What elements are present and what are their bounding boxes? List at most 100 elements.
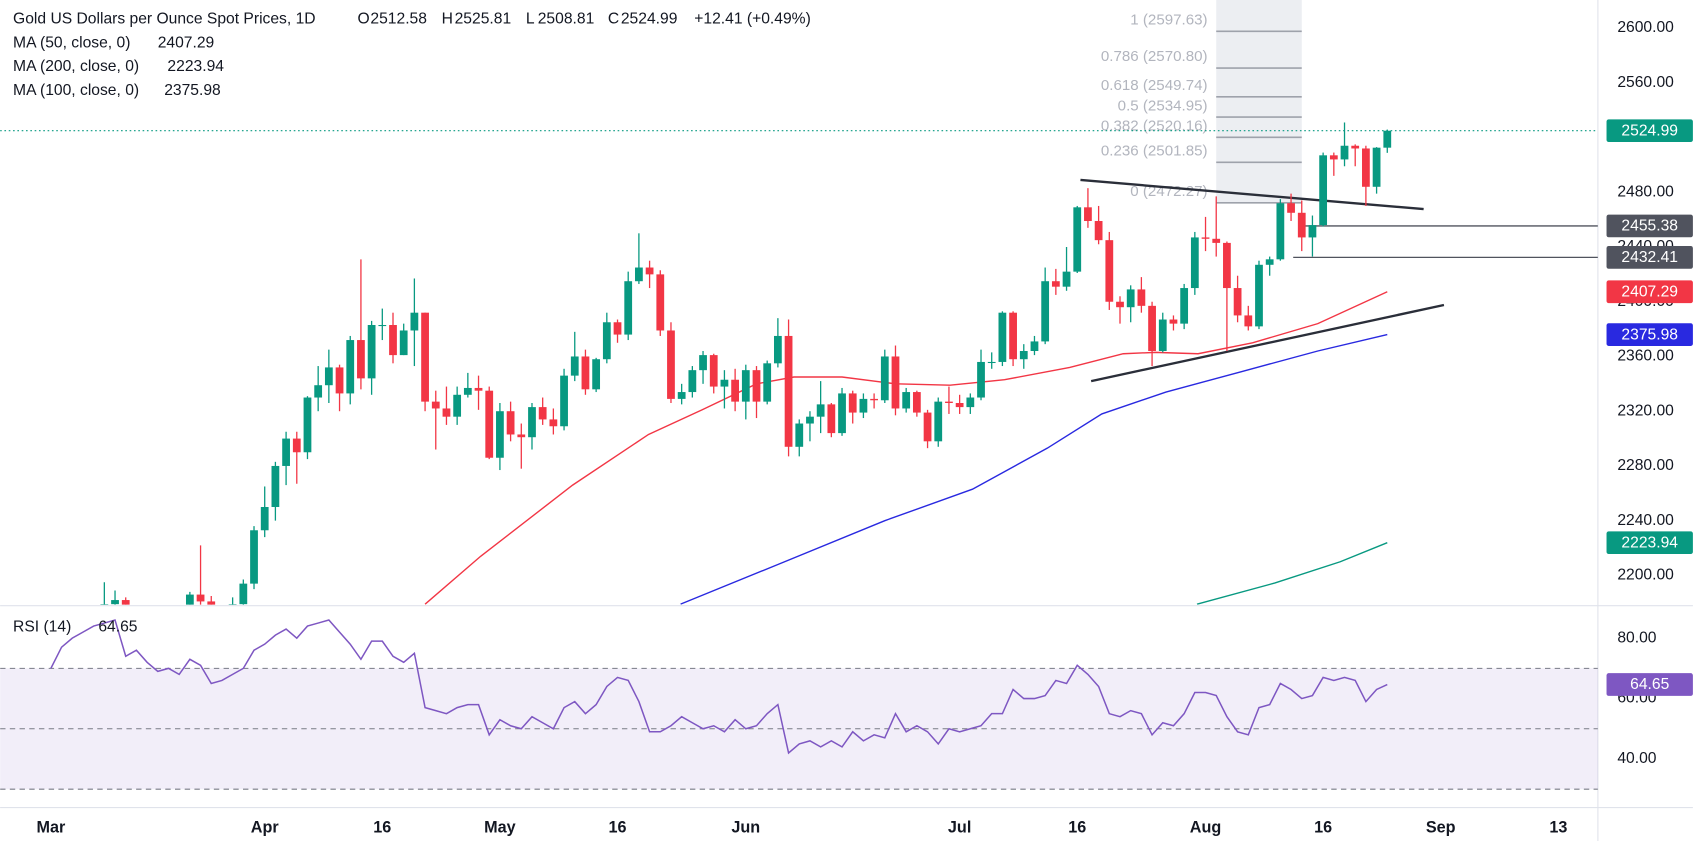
moving-average-line [680, 333, 1388, 605]
candle-body [870, 398, 878, 401]
candle-body [250, 530, 258, 584]
ohlc-prefix: O [357, 11, 369, 28]
candle-body [838, 393, 846, 434]
candle-body [549, 419, 558, 427]
price-label: 2375.98 [1621, 326, 1678, 343]
candle-body [560, 375, 568, 427]
moving-average-line [424, 291, 1388, 605]
candle-body [185, 594, 194, 605]
rsi-label-box [1606, 673, 1693, 696]
x-tick-label: Jun [731, 818, 760, 836]
candle-body [528, 407, 536, 438]
ohlc-value: 2525.81 [455, 11, 512, 28]
price-pane: 1 (2597.63) 0.786 (2570.80) 0.618 (2549.74… [0, 0, 1598, 605]
candle-body [100, 604, 109, 605]
candle-body [1126, 289, 1135, 308]
candle-body [111, 600, 119, 605]
fib-label: 0.382 (2520.16) [1101, 117, 1208, 134]
candle-body [314, 385, 323, 398]
y-tick-label: 2600.00 [1617, 19, 1674, 36]
ohlc-value: 2508.81 [538, 11, 595, 28]
x-tick-label: Mar [36, 818, 65, 836]
indicator-value: 2407.29 [158, 34, 215, 51]
candle-body [228, 604, 237, 605]
candle-body [987, 361, 996, 364]
candle-body [859, 398, 868, 413]
x-tick-label: Jul [948, 818, 971, 836]
indicator-name: MA (200, close, 0) [13, 58, 139, 75]
candle-body [1329, 155, 1338, 160]
candle-body [1297, 212, 1306, 238]
candle-body [1169, 319, 1178, 324]
candle-body [1062, 271, 1071, 287]
fib-shade [1216, 0, 1302, 203]
x-tick-label: 16 [609, 818, 627, 836]
candle-body [303, 397, 312, 453]
candle-body [239, 583, 248, 605]
candle-body [848, 393, 857, 413]
candle-body [1276, 203, 1285, 260]
candle-body [1094, 221, 1103, 241]
candle-body [1372, 147, 1381, 187]
candle-body [891, 356, 900, 409]
fib-label: 0 (2472.27) [1130, 183, 1207, 200]
ohlc-prefix: L [526, 11, 535, 28]
candle-body [1041, 281, 1050, 342]
candle-body [1019, 351, 1028, 360]
candle-body [1287, 203, 1295, 213]
axes: 2200.002240.002280.002320.002360.002400.… [36, 19, 1693, 836]
ohlc-value: 2512.58 [370, 11, 427, 28]
x-tick-label: Aug [1190, 818, 1221, 836]
indicator-value: 2375.98 [164, 82, 221, 99]
rsi-tick-label: 80.00 [1617, 629, 1656, 646]
chart-title: Gold US Dollars per Ounce Spot Prices, 1… [13, 11, 316, 28]
candle-body [207, 601, 216, 605]
candle-body [453, 394, 462, 417]
candle-body [1180, 288, 1189, 324]
x-tick-label: May [484, 818, 516, 836]
price-label-box [1606, 214, 1693, 238]
ohlc-value: 2524.99 [621, 11, 678, 28]
candle-body [1362, 148, 1370, 187]
fib-label: 1 (2597.63) [1130, 11, 1207, 28]
candle-body [335, 367, 344, 394]
price-label-box [1606, 531, 1693, 554]
candle-body [645, 267, 654, 275]
rsi-tick-label: 40.00 [1617, 750, 1656, 767]
candle-body [635, 267, 643, 282]
candle-body [474, 387, 483, 391]
candle-body [399, 330, 408, 356]
candle-body [517, 434, 526, 438]
fib-label: 0.618 (2549.74) [1101, 77, 1208, 94]
candle-body [966, 397, 975, 408]
candle-body [1308, 225, 1317, 238]
candle-body [624, 281, 633, 335]
candle-body [357, 340, 365, 379]
price-label-box [1606, 323, 1693, 346]
candle-body [1116, 301, 1124, 308]
candle-body [282, 438, 290, 466]
candle-body [1340, 145, 1349, 160]
candle-body [699, 355, 707, 371]
x-tick-label: Sep [1426, 818, 1456, 836]
candle-body [1265, 259, 1274, 265]
fib-label: 0.786 (2570.80) [1101, 48, 1208, 65]
candle-body [1233, 288, 1242, 316]
y-tick-label: 2560.00 [1617, 74, 1674, 91]
candle-body [389, 325, 397, 356]
candle-body [121, 600, 130, 605]
fib-label: 0.236 (2501.85) [1101, 143, 1208, 160]
candle-body [1351, 145, 1360, 149]
candle-body [912, 392, 921, 413]
y-tick-label: 2280.00 [1617, 457, 1674, 474]
candle-body [1223, 242, 1231, 289]
x-tick-label: 13 [1549, 818, 1567, 836]
candle-body [367, 325, 376, 379]
indicator-name: MA (50, close, 0) [13, 34, 130, 51]
y-tick-label: 2320.00 [1617, 402, 1674, 419]
candle-body [773, 335, 782, 364]
candle-body [538, 407, 547, 420]
rsi-pane [0, 619, 1598, 790]
candle-body [998, 312, 1007, 362]
candle-body [1319, 155, 1328, 226]
